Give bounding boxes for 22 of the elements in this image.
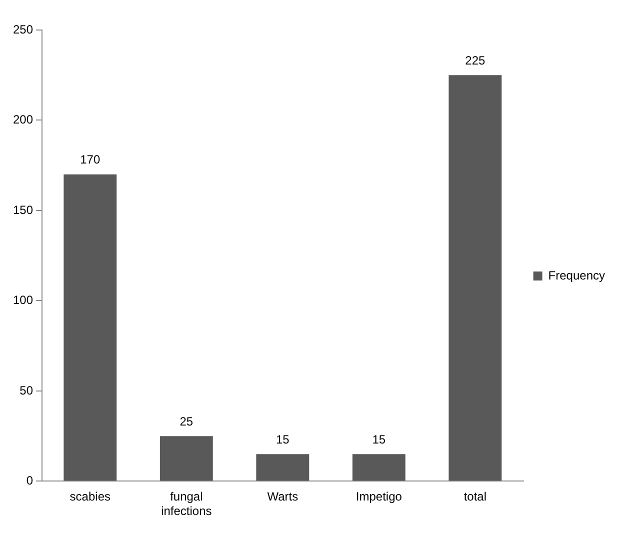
data-label: 15 [276,432,290,446]
y-tick-label: 200 [12,112,34,127]
data-label: 15 [372,432,386,446]
x-tick-label: scabies [70,490,110,504]
y-tick-label: 150 [12,202,34,217]
y-tick-label: 0 [26,474,34,488]
data-label: 225 [465,53,486,68]
x-tick-label: Warts [267,490,298,504]
x-tick-label: fungal infections [161,490,212,518]
data-label: 25 [180,414,194,428]
bar [352,454,406,481]
bar [448,75,502,481]
y-tick-label: 250 [12,22,34,36]
legend-label: Frequency [548,268,606,282]
data-label: 170 [80,152,100,167]
bar [160,436,213,481]
y-tick-label: 50 [20,383,34,398]
y-tick-label: 100 [12,293,34,308]
x-tick-label: total [464,490,487,504]
bar [64,174,117,481]
bar [256,454,310,481]
x-tick-label: Impetigo [356,490,402,504]
